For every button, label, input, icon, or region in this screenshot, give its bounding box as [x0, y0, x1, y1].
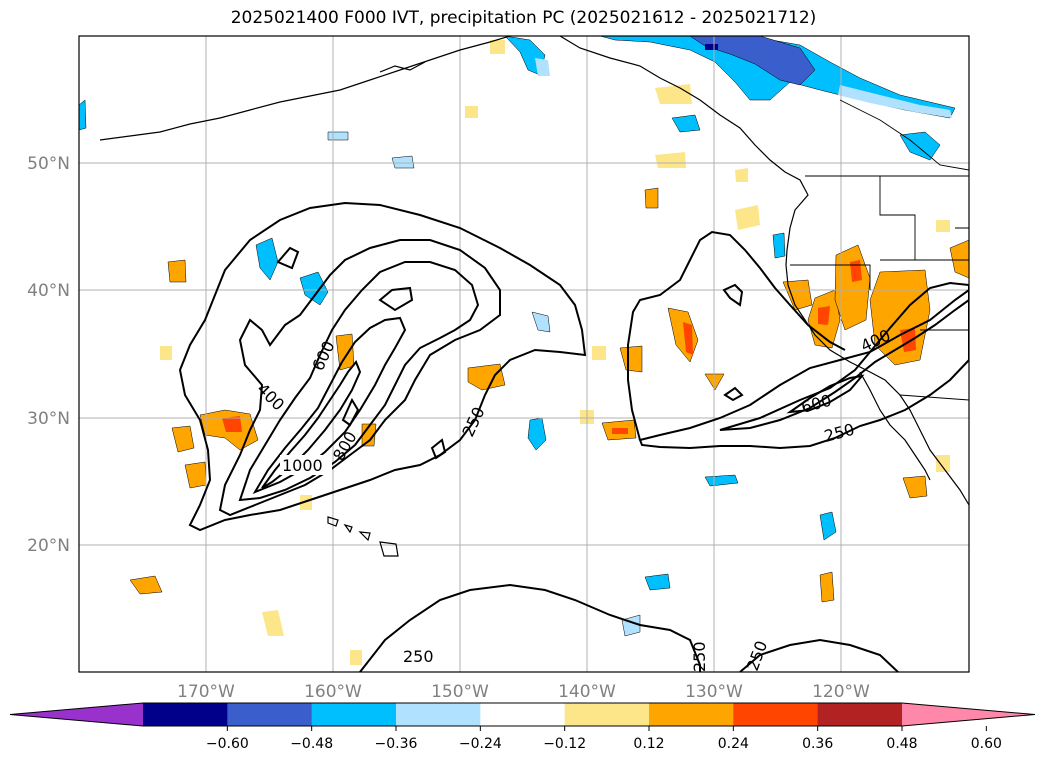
contour-label-250-south-2: 250	[690, 641, 709, 672]
lat-label: 20°N	[27, 536, 70, 556]
colorbar-tick-label: −0.36	[375, 736, 418, 752]
lon-label: 170°W	[177, 682, 235, 702]
colorbar-tick-label: −0.48	[290, 736, 333, 752]
colorbar-segment	[227, 703, 313, 726]
latitude-labels: 50°N 40°N 30°N 20°N	[27, 154, 70, 556]
colorbar-tick-label: 0.24	[718, 736, 749, 752]
lon-label: 160°W	[304, 682, 362, 702]
colorbar-extend-min	[10, 703, 143, 726]
colorbar-tick-label: −0.60	[206, 736, 249, 752]
longitude-labels: 170°W 160°W 150°W 140°W 130°W 120°W	[177, 682, 870, 702]
borders	[790, 99, 969, 401]
colorbar-segment	[649, 703, 734, 726]
graticule	[79, 36, 969, 672]
contour-label-1000: 1000	[282, 456, 323, 475]
map-title: 2025021400 F000 IVT, precipitation PC (2…	[230, 8, 817, 28]
lat-label: 40°N	[27, 281, 70, 301]
colorbar-tick-label: 0.60	[971, 736, 1002, 752]
colorbar-segment	[817, 703, 903, 726]
colorbar-segment	[564, 703, 650, 726]
colorbar-segment	[396, 703, 481, 726]
ivt-contours	[178, 201, 969, 672]
lon-label: 120°W	[812, 682, 870, 702]
colorbar-outline	[9, 702, 1036, 727]
colorbar-tick-label: 0.48	[886, 736, 917, 752]
lat-label: 30°N	[27, 409, 70, 429]
colorbar-tick-label: 0.36	[802, 736, 833, 752]
colorbar-segment	[311, 703, 397, 726]
contour-label-bg	[280, 455, 332, 475]
lon-label: 130°W	[685, 682, 743, 702]
colorbar-tick-label: −0.24	[459, 736, 502, 752]
plot-frame	[78, 35, 970, 673]
colorbar-extend-max	[902, 703, 1035, 726]
colorbar-segment	[480, 703, 566, 726]
contour-label-250-south: 250	[403, 647, 434, 666]
lon-label: 150°W	[431, 682, 489, 702]
coastlines	[99, 36, 969, 557]
colorbar-tick-label: 0.12	[633, 736, 664, 752]
colorbar-segment	[143, 703, 228, 726]
colorbar-segment	[733, 703, 819, 726]
lat-label: 50°N	[27, 154, 70, 174]
colorbar: −0.60 −0.48 −0.36 −0.24 −0.12 0.12 0.24 0.36 0.4…	[9, 702, 1036, 752]
colorbar-tick-label: −0.12	[543, 736, 586, 752]
lon-label: 140°W	[558, 682, 616, 702]
